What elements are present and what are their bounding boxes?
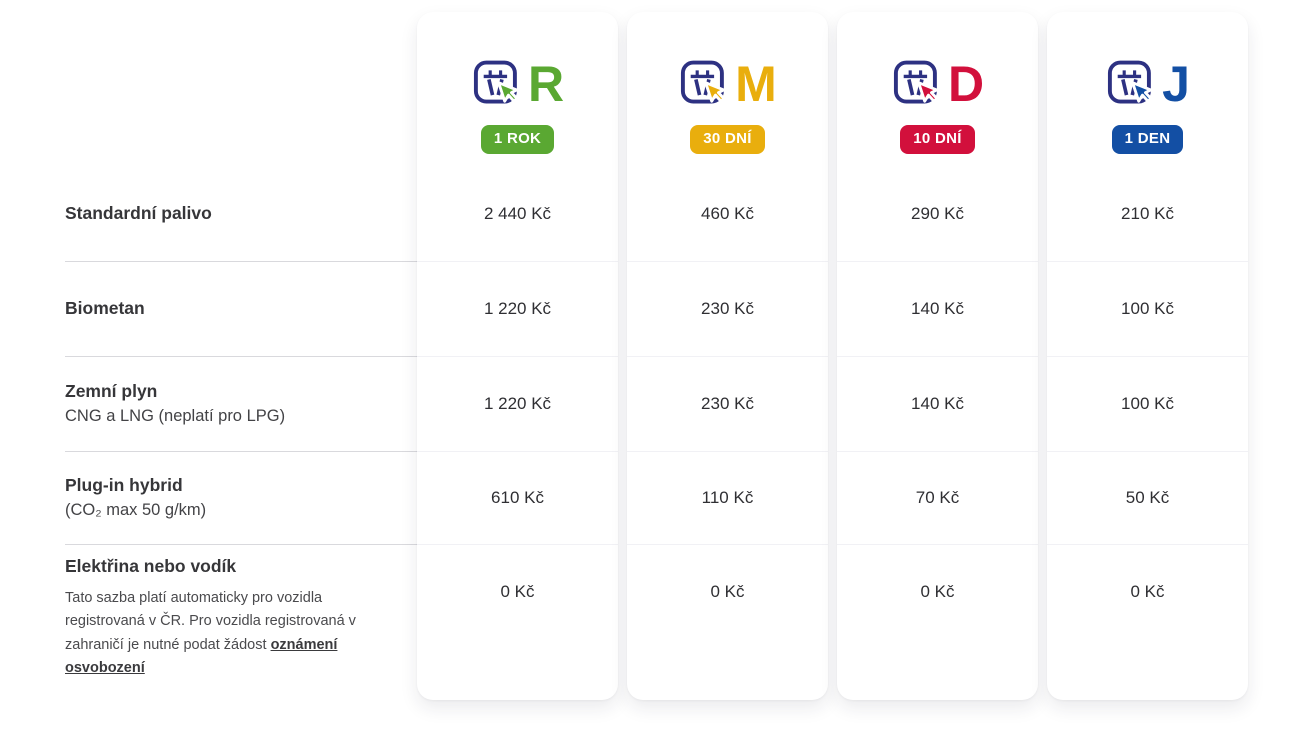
price-cell: 0 Kč <box>920 582 955 601</box>
vignette-type-letter: D <box>947 56 984 112</box>
duration-badge: 10 DNÍ <box>900 125 975 154</box>
row-label-natural-gas: Zemní plyn CNG a LNG (neplatí pro LPG) <box>65 357 417 452</box>
vignette-type-letter: R <box>527 56 564 112</box>
card-header: M 30 DNÍ <box>627 12 828 166</box>
row-label-plugin-hybrid: Plug-in hybrid (CO₂ max 50 g/km) <box>65 452 417 545</box>
price-cell: 0 Kč <box>500 582 535 601</box>
price-cell: 1 220 Kč <box>417 262 618 357</box>
price-cell: 110 Kč <box>627 452 828 545</box>
row-title: Elektřina nebo vodík <box>65 556 237 576</box>
row-title: Plug-in hybrid <box>65 474 183 495</box>
vignette-card-1-den[interactable]: J 1 DEN 210 Kč 100 Kč 100 Kč 50 Kč 0 Kč <box>1047 12 1248 700</box>
duration-badge: 30 DNÍ <box>690 125 765 154</box>
price-cell: 230 Kč <box>627 262 828 357</box>
vignette-type-letter: M <box>735 56 777 112</box>
vignette-cursor-icon <box>681 60 726 104</box>
icon-row: R <box>472 56 564 112</box>
price-cell: 290 Kč <box>837 166 1038 262</box>
price-cell: 50 Kč <box>1047 452 1248 545</box>
price-cell: 0 Kč <box>710 582 745 601</box>
card-header: J 1 DEN <box>1047 12 1248 166</box>
row-subtitle: CNG a LNG (neplatí pro LPG) <box>65 406 286 425</box>
duration-badge: 1 ROK <box>480 125 555 154</box>
price-cell: 100 Kč <box>1047 262 1248 357</box>
exemption-note-text: Tato sazba platí automaticky pro vozidla… <box>65 589 356 653</box>
icon-row: M <box>679 56 777 112</box>
vignette-cursor-icon <box>473 60 519 104</box>
price-cell: 70 Kč <box>837 452 1038 545</box>
price-cell: 1 220 Kč <box>417 357 618 452</box>
card-header: R 1 ROK <box>417 12 618 166</box>
row-subtitle: (CO₂ max 50 g/km) <box>65 500 207 519</box>
price-cell: 140 Kč <box>837 262 1038 357</box>
exemption-note: Tato sazba platí automaticky pro vozidla… <box>65 587 393 681</box>
price-cell: 210 Kč <box>1047 166 1248 262</box>
price-cell: 2 440 Kč <box>417 166 618 262</box>
price-cell: 0 Kč <box>1130 582 1165 601</box>
price-cell: 230 Kč <box>627 357 828 452</box>
row-labels-column: Standardní palivo Biometan Zemní plyn CN… <box>65 166 417 700</box>
duration-badge: 1 DEN <box>1111 125 1184 154</box>
row-title: Biometan <box>65 298 145 319</box>
vignette-card-10-dni[interactable]: D 10 DNÍ 290 Kč 140 Kč 140 Kč 70 Kč 0 Kč <box>837 12 1038 700</box>
price-cell: 460 Kč <box>627 166 828 262</box>
row-label-electric-hydrogen: Elektřina nebo vodík Tato sazba platí au… <box>65 545 417 700</box>
vignette-card-30-dni[interactable]: M 30 DNÍ 460 Kč 230 Kč 230 Kč 110 Kč 0 K… <box>627 12 828 700</box>
vignette-cursor-icon <box>1108 60 1153 104</box>
row-title: Zemní plyn <box>65 380 158 401</box>
price-cell: 100 Kč <box>1047 357 1248 452</box>
vignette-cursor-icon <box>893 60 939 104</box>
vignette-card-1-rok[interactable]: R 1 ROK 2 440 Kč 1 220 Kč 1 220 Kč 610 K… <box>417 12 618 700</box>
row-label-standard-fuel: Standardní palivo <box>65 166 417 262</box>
card-header: D 10 DNÍ <box>837 12 1038 166</box>
price-cell: 610 Kč <box>417 452 618 545</box>
icon-row: J <box>1106 56 1190 112</box>
row-title: Standardní palivo <box>65 202 212 223</box>
icon-row: D <box>892 56 984 112</box>
price-cell: 140 Kč <box>837 357 1038 452</box>
row-label-biomethane: Biometan <box>65 262 417 357</box>
vignette-type-letter: J <box>1162 56 1190 112</box>
exemption-notice-link[interactable]: oznámení osvobození <box>65 636 338 677</box>
